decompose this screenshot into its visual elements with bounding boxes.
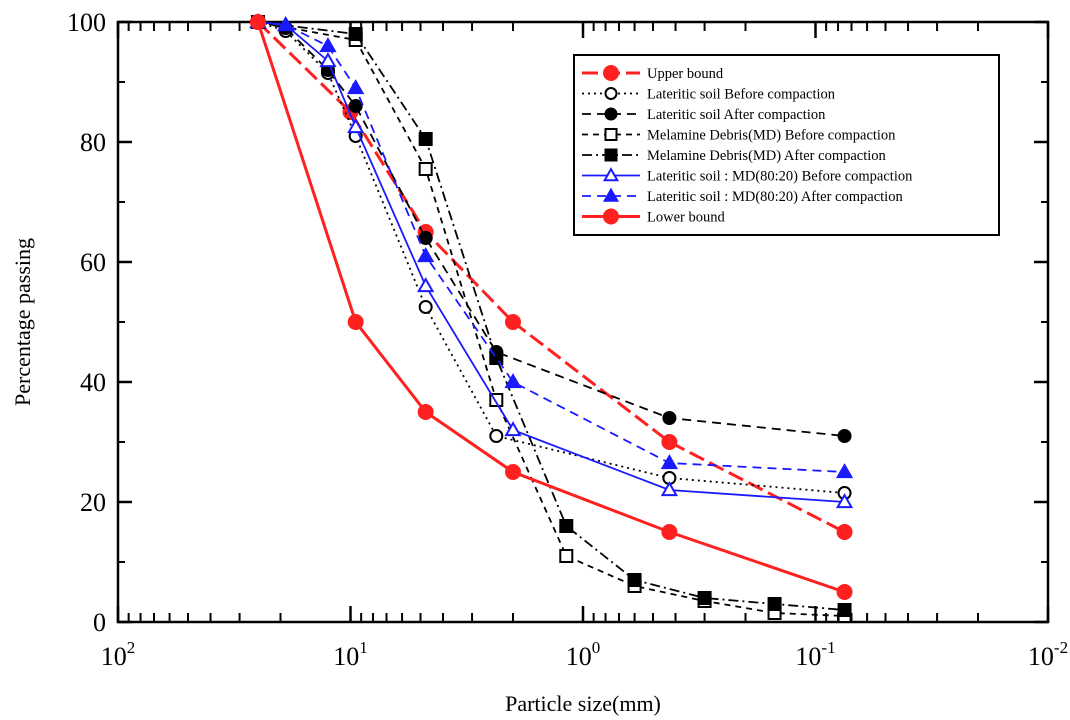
x-tick-label: 10-1	[795, 638, 835, 671]
x-axis-title: Particle size(mm)	[505, 691, 661, 716]
legend-label: Lower bound	[647, 210, 725, 226]
legend-marker	[604, 107, 618, 121]
x-tick-exponent: 1	[359, 638, 368, 657]
series-6-point	[835, 493, 854, 509]
series-5-line	[257, 21, 845, 611]
series-7-point	[660, 454, 679, 470]
series-7-point	[504, 373, 522, 389]
series-7	[249, 13, 854, 479]
y-tick-label: 80	[80, 128, 106, 157]
series-7-point	[835, 463, 854, 479]
series-5-point	[837, 603, 852, 617]
legend-marker	[604, 148, 618, 162]
legend-box	[573, 54, 1000, 236]
series-2-line	[257, 21, 845, 494]
series-5-point	[489, 351, 504, 365]
series-5-point	[348, 27, 363, 41]
legend-label: Melamine Debris(MD) After compaction	[647, 148, 887, 164]
series-5	[250, 15, 852, 617]
series-4-point	[418, 162, 433, 176]
series-3-line	[257, 21, 845, 437]
series-7-point	[277, 16, 295, 32]
legend-label: Lateritic soil Before compaction	[647, 87, 836, 103]
series-1-point	[661, 434, 678, 450]
series-4-point	[559, 549, 574, 563]
x-tick-label: 10-2	[1028, 638, 1068, 671]
series-5-point	[697, 591, 712, 605]
legend-marker	[604, 128, 618, 141]
series-3-point	[662, 411, 677, 425]
series-5-point	[627, 573, 642, 587]
major-ticks	[116, 20, 1050, 624]
legend-label: Melamine Debris(MD) Before compaction	[647, 128, 896, 144]
y-tick-label: 60	[80, 248, 106, 277]
legend-items: Upper bound Lateritic soil Before compact…	[582, 65, 913, 226]
series-3-point	[418, 231, 433, 245]
legend-marker	[604, 87, 618, 100]
series-8	[249, 14, 853, 600]
series-2-point	[489, 429, 504, 443]
series-5-point	[559, 519, 574, 533]
x-tick-exponent: -1	[821, 638, 835, 657]
x-tick-label: 102	[101, 638, 136, 671]
legend-marker	[603, 65, 619, 81]
series-7-point	[347, 79, 365, 95]
y-tick-label: 40	[80, 368, 106, 397]
y-tick-label: 0	[93, 608, 106, 637]
x-tick-base: 10	[333, 642, 359, 671]
x-tick-exponent: 0	[592, 638, 601, 657]
x-tick-base: 10	[566, 642, 592, 671]
series-1-point	[836, 524, 853, 540]
legend: Upper bound Lateritic soil Before compact…	[573, 54, 1000, 236]
series-8-point	[249, 14, 266, 30]
legend-marker	[602, 187, 620, 202]
series-6-point	[504, 421, 522, 437]
series-6-point	[347, 118, 365, 134]
x-tick-label: 101	[333, 638, 368, 671]
series-layer	[249, 13, 854, 623]
series-6-point	[319, 52, 337, 68]
y-tick-label: 100	[67, 8, 106, 37]
y-tick-label: 20	[80, 488, 106, 517]
series-8-line	[256, 21, 845, 594]
legend-label: Lateritic soil : MD(80:20) After compact…	[647, 189, 903, 205]
x-tick-base: 10	[101, 642, 127, 671]
legend-label: Lateritic soil After compaction	[647, 107, 826, 123]
series-8-point	[417, 404, 434, 420]
legend-label: Lateritic soil : MD(80:20) Before compac…	[647, 169, 913, 185]
series-5-point	[767, 597, 782, 611]
series-8-point	[836, 584, 853, 600]
x-tick-label: 100	[566, 638, 601, 671]
x-tick-exponent: 2	[127, 638, 136, 657]
series-8-point	[347, 314, 364, 330]
series-3-point	[837, 429, 852, 443]
y-axis-title: Percentage passing	[10, 238, 35, 406]
legend-marker	[602, 167, 620, 182]
legend-label: Upper bound	[647, 66, 724, 82]
series-7-point	[417, 247, 435, 263]
x-tick-base: 10	[1028, 642, 1054, 671]
x-tick-exponent: -2	[1054, 638, 1068, 657]
series-3-point	[348, 99, 363, 113]
series-7-point	[319, 37, 337, 53]
x-tick-base: 10	[795, 642, 821, 671]
series-8-point	[661, 524, 678, 540]
series-6-point	[660, 481, 679, 497]
series-5-point	[418, 132, 433, 146]
series-8-point	[505, 464, 522, 480]
y-tick-labels: 0 20 40 60 80 100	[67, 8, 106, 637]
series-1-point	[505, 314, 522, 330]
series-2-point	[418, 300, 433, 314]
x-tick-labels: 102 101 100 10-1 10-2	[101, 638, 1068, 671]
series-4-line	[257, 21, 845, 617]
legend-marker	[603, 208, 619, 225]
series-6-point	[417, 277, 435, 293]
